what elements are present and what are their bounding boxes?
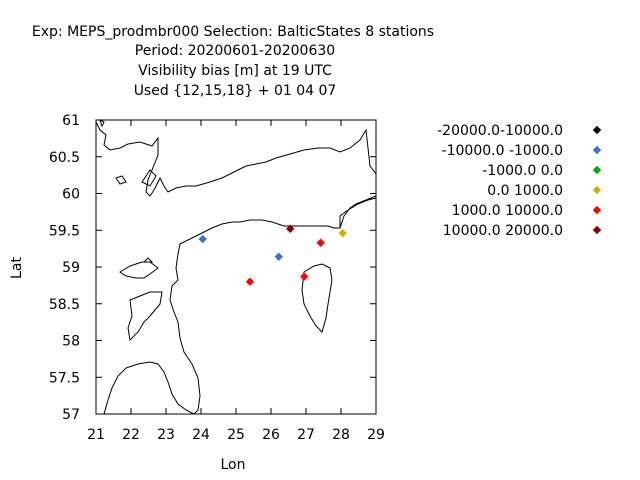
- legend-marker: [592, 225, 602, 235]
- data-point: [316, 238, 325, 247]
- x-tick-label: 25: [227, 427, 245, 443]
- data-point: [338, 228, 347, 238]
- chart-title: Exp: MEPS_prodmbr000 Selection: BalticSt…: [32, 24, 434, 99]
- data-points: [198, 224, 347, 286]
- y-tick-label: 60: [62, 187, 80, 203]
- plot-frame: [95, 119, 377, 415]
- x-tick-label: 24: [192, 427, 210, 443]
- legend-label: 0.0 1000.0: [487, 183, 563, 199]
- x-tick-label: 23: [157, 427, 175, 443]
- legend-label: -20000.0-10000.0: [437, 123, 563, 139]
- y-tick-label: 59.5: [49, 223, 80, 239]
- title-line-4: Used {12,15,18} + 01 04 07: [134, 83, 337, 99]
- y-tick-label: 60.5: [49, 150, 80, 166]
- plot-axes: 21 22 23 24 25 26 27 28 29 57 57.5 58 58.5 59 59.5 60 60…: [9, 113, 385, 473]
- y-tick-label: 58.5: [49, 297, 80, 313]
- legend-marker: [592, 205, 602, 215]
- legend-marker: [592, 185, 602, 195]
- legend-marker: [592, 145, 602, 155]
- x-tick-label: 22: [122, 427, 140, 443]
- legend-label: 1000.0 10000.0: [452, 203, 563, 219]
- x-tick-label: 27: [297, 427, 315, 443]
- legend-label: -1000.0 0.0: [482, 163, 563, 179]
- y-axis-label: Lat: [9, 257, 25, 279]
- title-line-2: Period: 20200601-20200630: [135, 43, 335, 59]
- x-tick-label: 28: [332, 427, 350, 443]
- title-line-1: Exp: MEPS_prodmbr000 Selection: BalticSt…: [32, 24, 434, 40]
- legend-marker: [592, 125, 602, 135]
- y-tick-label: 57: [62, 407, 80, 423]
- x-axis-label: Lon: [221, 457, 246, 473]
- x-tick-label: 21: [87, 427, 105, 443]
- data-point: [300, 272, 309, 281]
- legend-label: -10000.0 -1000.0: [442, 143, 563, 159]
- data-point: [286, 224, 295, 233]
- legend-marker: [592, 165, 602, 175]
- title-line-3: Visibility bias [m] at 19 UTC: [138, 63, 332, 79]
- coastline-map: [95, 119, 377, 415]
- data-point: [198, 234, 207, 244]
- x-tick-label: 29: [367, 427, 385, 443]
- x-tick-label: 26: [262, 427, 280, 443]
- data-point: [245, 277, 255, 286]
- y-tick-label: 59: [62, 260, 80, 276]
- y-tick-label: 61: [62, 113, 80, 129]
- data-point: [274, 252, 283, 261]
- legend-label: 10000.0 20000.0: [443, 223, 563, 239]
- y-tick-label: 57.5: [49, 370, 80, 386]
- legend: -20000.0-10000.0 -10000.0 -1000.0 -1000.0 …: [437, 123, 602, 239]
- y-tick-label: 58: [62, 334, 80, 350]
